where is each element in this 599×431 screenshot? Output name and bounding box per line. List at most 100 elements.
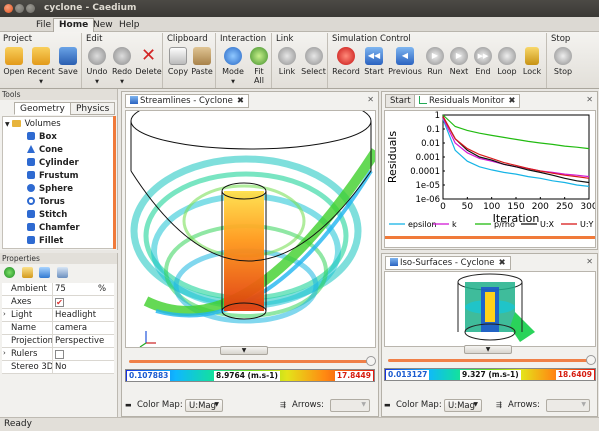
prop-key: Axes (11, 297, 32, 307)
arrows-select[interactable]: ▼ (546, 399, 590, 412)
axes-checkbox[interactable]: ✔ (55, 298, 64, 307)
tab-start[interactable]: Start (385, 94, 416, 108)
time-slider[interactable] (384, 355, 596, 365)
tree-item-cylinder[interactable]: Cylinder (27, 158, 79, 170)
iso-canvas[interactable] (384, 271, 596, 347)
colorbar: 0.107883 8.9764 (m.s-1) 17.8449 (125, 369, 375, 382)
redo-button[interactable]: Redo ▼ (110, 47, 134, 89)
prop-row-ambient[interactable]: Ambient 75 % (2, 283, 114, 296)
tab-iso-surfaces[interactable]: Iso-Surfaces - Cyclone ✖ (385, 256, 511, 270)
mode-button[interactable]: Mode ▼ (220, 47, 246, 89)
select-button[interactable]: Select (300, 47, 327, 89)
prop-value[interactable]: No (55, 362, 67, 372)
previous-button[interactable]: ◀ Previous (387, 47, 423, 89)
grid-icon[interactable] (39, 267, 51, 278)
arrows-icon: ⇶ (280, 401, 286, 409)
run-button[interactable]: ▶ Run (424, 47, 446, 89)
colormap-row: ▬ Color Map: U:Mag ▼ ⇶ Arrows: ▼ (384, 399, 596, 413)
fit-all-button[interactable]: Fit All (248, 47, 270, 89)
tab-geometry[interactable]: Geometry (14, 102, 71, 115)
x-tick-label: 300 (580, 202, 596, 212)
start-label: Start (364, 67, 384, 76)
camera-icon[interactable] (57, 267, 69, 278)
colormap-select[interactable]: U:Mag ▼ (185, 399, 223, 412)
lock-button[interactable]: Lock (520, 47, 544, 89)
prop-row-rulers[interactable]: › Rulers (2, 348, 114, 361)
expand-arrow-icon[interactable]: › (3, 349, 6, 357)
run-label: Run (427, 67, 443, 76)
legend-label: epsilon (408, 220, 437, 229)
delete-button[interactable]: ✕ Delete (135, 47, 162, 89)
copy-button[interactable]: Copy (167, 47, 189, 89)
save-button[interactable]: Save (57, 47, 79, 89)
next-button[interactable]: ▶ Next (447, 47, 471, 89)
tree-item-sphere[interactable]: Sphere (27, 184, 73, 196)
stop-button[interactable]: Stop (550, 47, 576, 89)
x-tick-label: 150 (507, 202, 524, 212)
prop-key: Ambient (11, 284, 47, 294)
prop-value[interactable]: camera (55, 323, 88, 333)
prop-value[interactable]: Headlight (55, 310, 97, 320)
tree-item-stitch[interactable]: Stitch (27, 210, 67, 222)
tab-streamlines[interactable]: Streamlines - Cyclone ✖ (125, 94, 249, 108)
close-tab-icon[interactable]: ✖ (236, 96, 244, 106)
prop-row-name[interactable]: Name camera (2, 322, 114, 335)
cone-icon (27, 145, 35, 153)
undo-button[interactable]: Undo ▼ (85, 47, 109, 89)
menu-file[interactable]: File (36, 20, 52, 30)
clipboard-icon (193, 47, 211, 65)
torus-icon (27, 197, 35, 205)
tree-item-fillet[interactable]: Fillet (27, 236, 63, 248)
expand-arrow-icon[interactable]: › (3, 310, 6, 318)
menu-help[interactable]: Help (119, 20, 140, 30)
end-button[interactable]: ▶▶ End (472, 47, 494, 89)
close-pane-icon[interactable]: ✕ (586, 257, 593, 266)
tree-item-frustum[interactable]: Frustum (27, 171, 79, 183)
loop-button[interactable]: Loop (495, 47, 519, 89)
prop-value[interactable]: 75 (55, 284, 66, 294)
tree-item-box[interactable]: Box (27, 132, 57, 144)
prop-value[interactable]: Perspective (55, 336, 105, 346)
prop-row-axes[interactable]: Axes ✔ (2, 296, 114, 309)
image-icon[interactable] (21, 267, 33, 278)
green-sphere-icon[interactable] (4, 267, 15, 278)
tree-item-label: Cone (39, 145, 63, 155)
tree-item-label: Sphere (39, 184, 73, 194)
open-button[interactable]: Open (3, 47, 25, 89)
close-tab-icon[interactable]: ✖ (498, 258, 506, 268)
cylinder-icon (27, 158, 35, 166)
slider-knob[interactable] (366, 356, 376, 366)
menu-new[interactable]: New (93, 20, 113, 30)
tree-item-chamfer[interactable]: Chamfer (27, 223, 80, 235)
close-tab-icon[interactable]: ✖ (508, 96, 516, 106)
window-minimize-icon[interactable] (15, 4, 24, 13)
menu-home[interactable]: Home (53, 18, 95, 32)
record-button[interactable]: Record (331, 47, 361, 89)
collapse-toggle[interactable]: ▼ (464, 345, 512, 354)
colormap-select[interactable]: U:Mag ▼ (444, 399, 482, 412)
arrows-select[interactable]: ▼ (330, 399, 370, 412)
paste-button[interactable]: Paste (190, 47, 214, 89)
prop-row-light[interactable]: › Light Headlight (2, 309, 114, 322)
tree-scrollbar[interactable] (113, 116, 116, 249)
prop-row-projection[interactable]: Projection Perspective (2, 335, 114, 348)
window-maximize-icon[interactable] (26, 4, 35, 13)
window-close-icon[interactable] (4, 4, 13, 13)
tree-root-volumes[interactable]: ▼ Volumes (5, 119, 61, 131)
close-pane-icon[interactable]: ✕ (586, 95, 593, 104)
collapse-arrow-icon[interactable]: ▼ (5, 121, 10, 128)
recent-button[interactable]: Recent ▼ (27, 47, 55, 89)
tab-physics[interactable]: Physics (70, 102, 116, 115)
streamlines-canvas[interactable] (125, 110, 376, 348)
slider-knob[interactable] (586, 355, 596, 365)
tree-item-cone[interactable]: Cone (27, 145, 63, 157)
close-pane-icon[interactable]: ✕ (367, 95, 374, 104)
prop-row-stereo[interactable]: Stereo 3D No (2, 361, 114, 374)
link-button[interactable]: Link (275, 47, 299, 89)
rulers-checkbox[interactable] (55, 350, 64, 359)
collapse-toggle[interactable]: ▼ (220, 346, 268, 355)
start-button[interactable]: ◀◀ Start (362, 47, 386, 89)
time-slider[interactable] (125, 356, 376, 366)
tree-item-torus[interactable]: Torus (27, 197, 65, 209)
tab-residuals-monitor[interactable]: Residuals Monitor ✖ (414, 94, 521, 108)
